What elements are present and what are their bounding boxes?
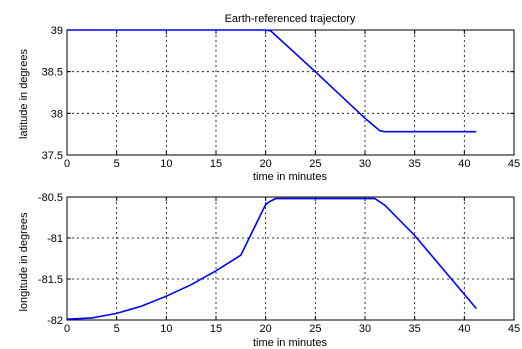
y-axis-label: longitude in degrees xyxy=(18,212,30,312)
x-tick-label: 10 xyxy=(160,323,172,335)
x-tick-label: 45 xyxy=(508,158,520,170)
x-tick-label: 25 xyxy=(309,323,321,335)
x-tick-label: 0 xyxy=(64,158,70,170)
x-tick-label: 25 xyxy=(309,158,321,170)
y-tick-label: 38.5 xyxy=(42,67,63,79)
y-tick-label: 38 xyxy=(51,108,63,120)
y-tick-label: 37.5 xyxy=(42,150,63,162)
x-tick-label: 40 xyxy=(458,158,470,170)
x-tick-label: 15 xyxy=(210,323,222,335)
plot-area xyxy=(66,29,515,156)
longitude-subplot: time in minutes longitude in degrees 0 5 1… xyxy=(18,192,520,349)
x-tick-label: 5 xyxy=(114,158,120,170)
x-tick-label: 5 xyxy=(114,323,120,335)
x-tick-label: 45 xyxy=(508,323,520,335)
y-tick-label: -82 xyxy=(47,315,63,327)
y-tick-label: -80.5 xyxy=(38,192,63,204)
y-tick-label: -81.5 xyxy=(38,274,63,286)
x-tick-label: 30 xyxy=(359,323,371,335)
x-tick-label: 0 xyxy=(64,323,70,335)
plot-area xyxy=(66,196,515,321)
x-tick-label: 40 xyxy=(458,323,470,335)
y-tick-label: 39 xyxy=(51,25,63,37)
x-tick-label: 35 xyxy=(409,323,421,335)
x-axis-label: time in minutes xyxy=(253,337,327,349)
chart-title: Earth-referenced trajectory xyxy=(225,13,356,25)
y-tick-label: -81 xyxy=(47,233,63,245)
x-tick-label: 15 xyxy=(210,158,222,170)
series-line xyxy=(67,29,477,133)
series-line xyxy=(66,197,477,320)
x-axis-label: time in minutes xyxy=(253,171,327,183)
x-tick-label: 30 xyxy=(359,158,371,170)
latitude-subplot: Earth-referenced trajectory time in minu… xyxy=(18,13,520,183)
x-tick-label: 10 xyxy=(160,158,172,170)
x-tick-label: 20 xyxy=(260,323,272,335)
y-axis-label: latitude in degrees xyxy=(18,49,30,139)
x-tick-label: 35 xyxy=(409,158,421,170)
x-tick-label: 20 xyxy=(260,158,272,170)
